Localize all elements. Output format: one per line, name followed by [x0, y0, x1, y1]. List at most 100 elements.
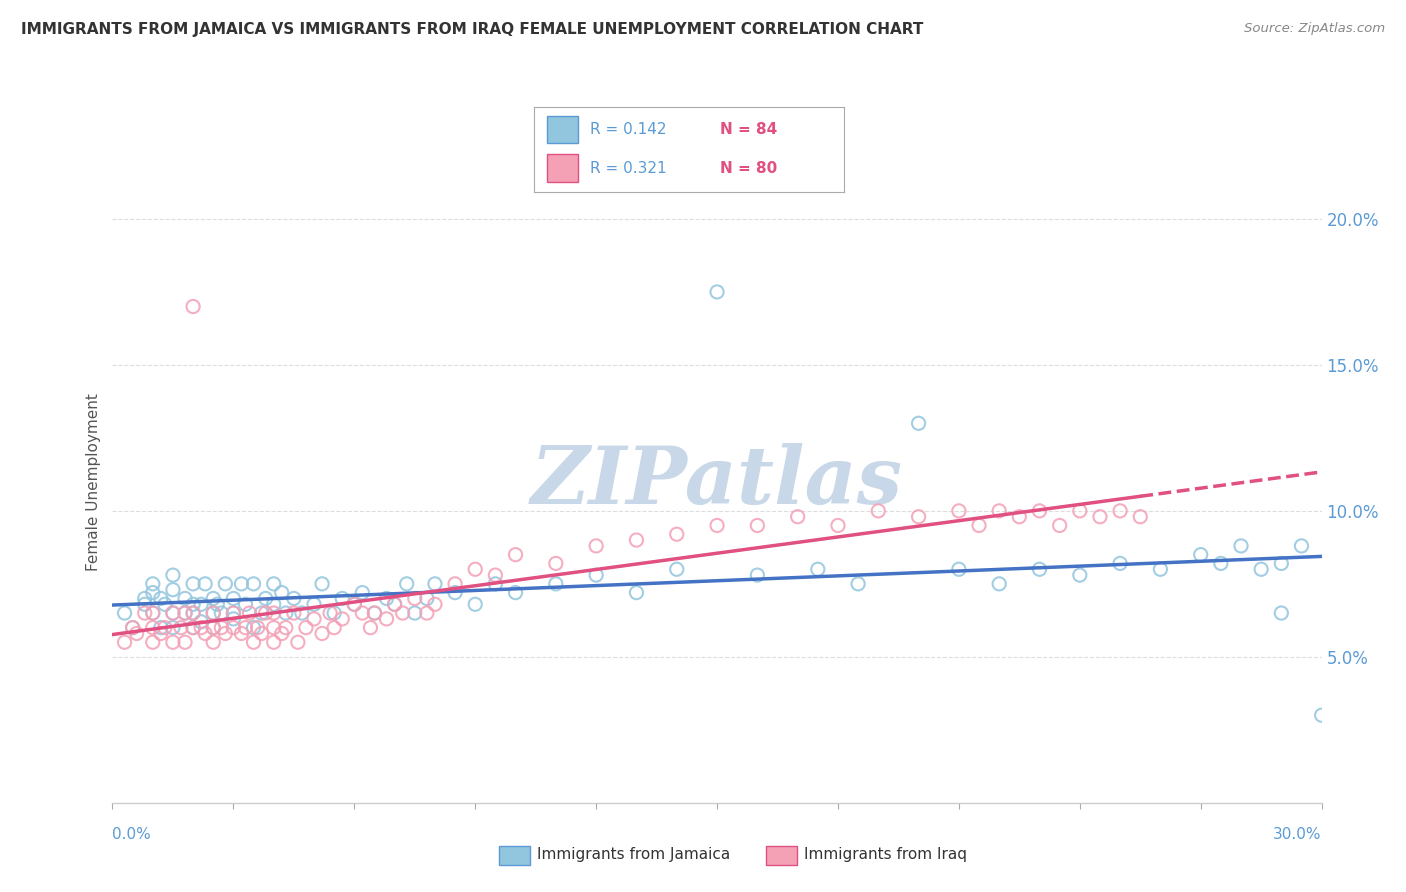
Point: [484, 577, 506, 591]
Point: [464, 562, 486, 576]
Point: [291, 606, 314, 620]
Point: [1088, 509, 1111, 524]
Point: [242, 577, 264, 591]
Point: [238, 606, 260, 620]
Point: [302, 597, 325, 611]
Point: [222, 591, 245, 606]
Point: [222, 606, 245, 620]
Point: [585, 539, 607, 553]
Point: [444, 577, 467, 591]
Text: R = 0.142: R = 0.142: [591, 121, 666, 136]
Point: [1109, 557, 1132, 571]
Point: [1250, 562, 1272, 576]
Point: [827, 518, 849, 533]
Point: [706, 285, 728, 299]
Point: [134, 597, 156, 611]
Point: [162, 606, 184, 620]
Point: [181, 621, 204, 635]
Point: [214, 626, 236, 640]
Point: [274, 621, 297, 635]
Point: [254, 591, 277, 606]
Point: [202, 635, 225, 649]
Point: [907, 417, 929, 431]
Point: [391, 606, 413, 620]
Point: [1149, 562, 1171, 576]
Point: [190, 597, 212, 611]
Point: [121, 621, 143, 635]
Point: [181, 621, 204, 635]
Point: [125, 626, 148, 640]
Point: [1129, 509, 1152, 524]
Point: [311, 626, 333, 640]
Point: [359, 621, 381, 635]
Point: [174, 635, 197, 649]
Point: [626, 533, 648, 547]
Text: 0.0%: 0.0%: [112, 827, 152, 841]
Point: [162, 621, 184, 635]
Point: [263, 577, 285, 591]
Point: [222, 606, 245, 620]
Point: [263, 606, 285, 620]
Point: [1270, 557, 1292, 571]
Point: [114, 606, 136, 620]
Point: [142, 606, 165, 620]
Point: [665, 527, 688, 541]
Point: [444, 585, 467, 599]
Point: [1008, 509, 1031, 524]
Text: 30.0%: 30.0%: [1274, 827, 1322, 841]
Point: [330, 612, 353, 626]
Point: [194, 626, 217, 640]
Point: [231, 626, 253, 640]
Point: [134, 606, 156, 620]
Point: [988, 504, 1011, 518]
Point: [416, 606, 439, 620]
Point: [142, 621, 165, 635]
Point: [948, 562, 970, 576]
Point: [231, 577, 253, 591]
Point: [162, 568, 184, 582]
Point: [114, 635, 136, 649]
Point: [202, 606, 225, 620]
Point: [181, 606, 204, 620]
Text: ZIPatlas: ZIPatlas: [531, 443, 903, 520]
Point: [948, 504, 970, 518]
Point: [142, 577, 165, 591]
Point: [352, 606, 374, 620]
Point: [967, 518, 990, 533]
Point: [375, 612, 398, 626]
Point: [302, 612, 325, 626]
Point: [274, 606, 297, 620]
Point: [384, 597, 406, 611]
Point: [222, 621, 245, 635]
Point: [134, 591, 156, 606]
Point: [283, 606, 305, 620]
Point: [181, 597, 204, 611]
Point: [149, 591, 172, 606]
Point: [1209, 557, 1232, 571]
Point: [181, 300, 204, 314]
Point: [174, 606, 197, 620]
Point: [988, 577, 1011, 591]
Point: [395, 577, 418, 591]
Point: [202, 621, 225, 635]
Text: R = 0.321: R = 0.321: [591, 161, 666, 176]
Point: [222, 612, 245, 626]
Point: [311, 577, 333, 591]
Point: [162, 606, 184, 620]
Point: [665, 562, 688, 576]
Point: [1069, 504, 1091, 518]
Point: [786, 509, 808, 524]
Point: [330, 591, 353, 606]
Point: [149, 621, 172, 635]
Point: [295, 621, 318, 635]
Point: [343, 597, 366, 611]
Point: [323, 606, 346, 620]
Point: [807, 562, 830, 576]
Point: [254, 606, 277, 620]
Point: [202, 591, 225, 606]
Point: [1109, 504, 1132, 518]
Point: [352, 585, 374, 599]
Point: [544, 577, 567, 591]
Point: [375, 591, 398, 606]
Point: [626, 585, 648, 599]
